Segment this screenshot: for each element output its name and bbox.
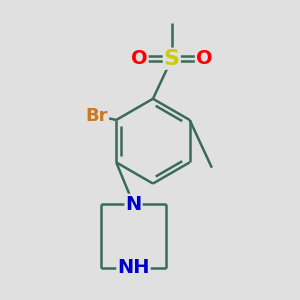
Text: S: S [164, 49, 180, 69]
Text: N: N [125, 195, 142, 214]
Text: O: O [196, 49, 212, 68]
Text: Br: Br [86, 107, 108, 125]
Text: NH: NH [117, 258, 150, 277]
Text: O: O [131, 49, 148, 68]
